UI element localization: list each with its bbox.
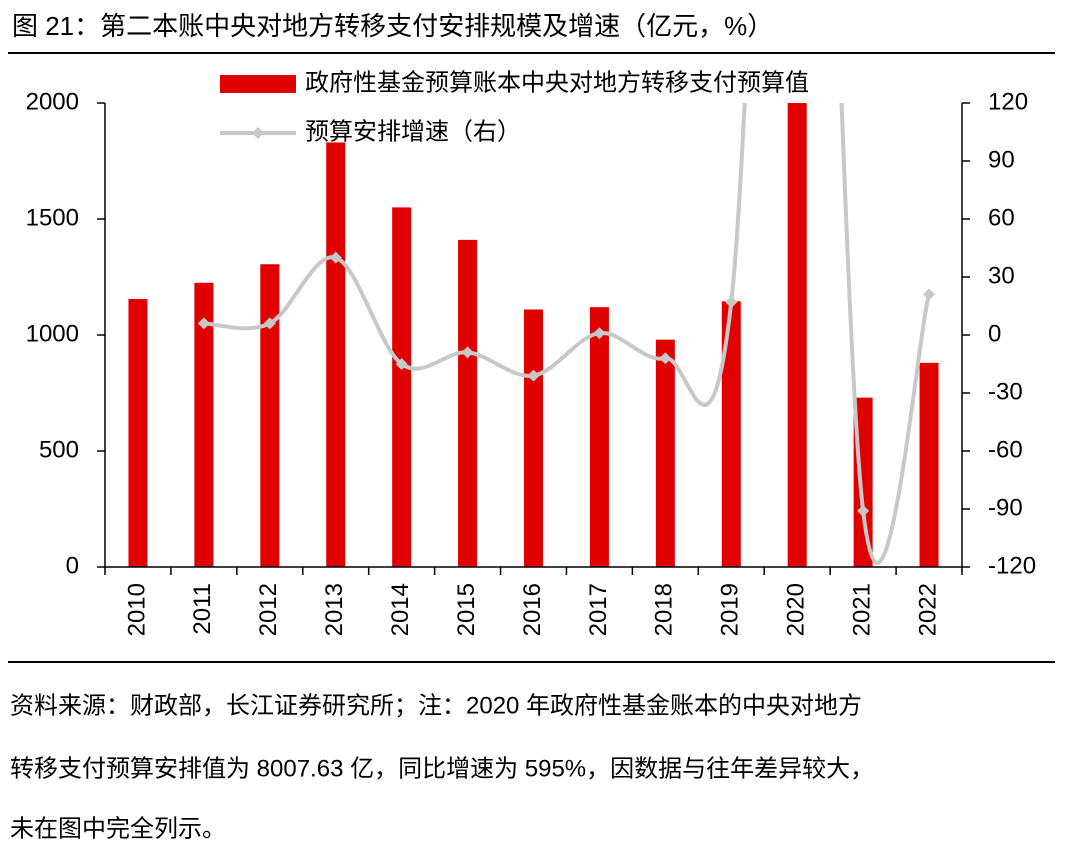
- legend-swatch: [220, 75, 296, 93]
- bar: [260, 264, 280, 567]
- note: 未在图中完全列示。: [10, 815, 226, 842]
- bar: [326, 142, 346, 567]
- legend-marker: [252, 127, 264, 139]
- y2-tick-label: -60: [988, 436, 1023, 463]
- y-tick-label: 1500: [26, 204, 79, 231]
- bar: [655, 339, 675, 567]
- bar: [524, 309, 543, 567]
- x-tick-label: 2019: [717, 583, 744, 636]
- note: 资料来源：财政部，长江证券研究所；注：2020 年政府性基金账本的中央对地方: [10, 692, 862, 719]
- x-tick-label: 2010: [123, 583, 150, 636]
- line-marker: [197, 317, 210, 330]
- line-marker: [329, 251, 342, 264]
- y-tick-label: 500: [39, 436, 79, 463]
- x-tick-label: 2012: [255, 583, 282, 636]
- chart-title: 图 21：第二本账中央对地方转移支付安排规模及增速（亿元，%）: [12, 11, 773, 41]
- x-tick-label: 2013: [321, 583, 348, 636]
- line-marker: [857, 504, 870, 517]
- x-tick-label: 2020: [783, 583, 810, 636]
- line-marker: [395, 358, 408, 370]
- x-tick-label: 2022: [914, 583, 941, 636]
- y2-tick-label: -30: [988, 378, 1023, 405]
- bar: [392, 207, 412, 567]
- bar: [721, 301, 741, 567]
- legend-label: 政府性基金预算账本中央对地方转移支付预算值: [305, 69, 809, 96]
- x-tick-label: 2021: [848, 583, 875, 636]
- bar: [458, 239, 478, 567]
- line-marker: [659, 352, 672, 365]
- line-marker: [725, 296, 738, 309]
- y2-tick-label: 90: [988, 146, 1015, 173]
- line-marker: [923, 288, 936, 301]
- line-marker: [593, 327, 606, 340]
- legend-label: 预算安排增速（右）: [305, 118, 521, 145]
- bar: [194, 282, 214, 567]
- bar: [128, 299, 148, 567]
- line-marker: [263, 317, 276, 330]
- y-tick-label: 0: [66, 552, 79, 579]
- y2-tick-label: -90: [988, 494, 1023, 521]
- y2-tick-label: 0: [988, 320, 1001, 347]
- y2-tick-label: 60: [988, 204, 1015, 231]
- x-tick-label: 2014: [387, 583, 414, 636]
- x-tick-label: 2015: [453, 583, 480, 636]
- y-tick-label: 1000: [26, 320, 79, 347]
- x-tick-label: 2011: [189, 583, 216, 635]
- line-marker: [527, 369, 540, 382]
- line: [203, 103, 931, 565]
- y2-tick-label: 30: [988, 262, 1015, 289]
- bar: [589, 307, 609, 567]
- note: 转移支付预算安排值为 8007.63 亿，同比增速为 595%，因数据与往年差异…: [10, 755, 874, 782]
- y2-tick-label: -120: [988, 552, 1036, 579]
- bar: [787, 103, 807, 567]
- y-tick-label: 2000: [26, 88, 79, 115]
- x-tick-label: 2018: [651, 583, 678, 636]
- x-tick-label: 2017: [585, 583, 612, 636]
- line-marker: [461, 346, 474, 359]
- bar: [919, 362, 939, 567]
- y2-tick-label: 120: [988, 88, 1028, 115]
- x-tick-label: 2016: [519, 583, 546, 636]
